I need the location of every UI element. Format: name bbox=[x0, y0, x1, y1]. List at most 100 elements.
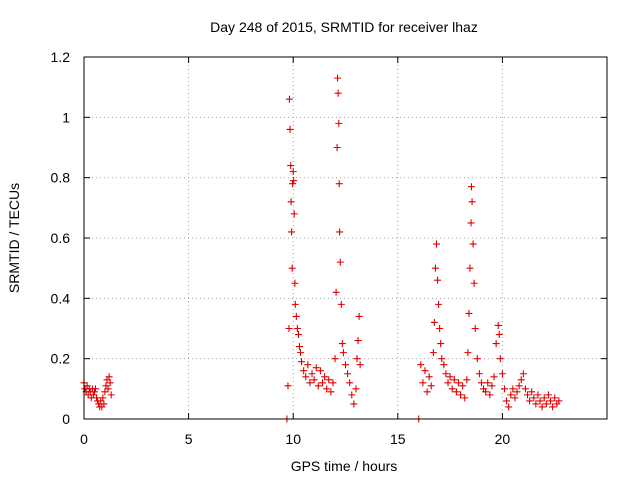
data-point bbox=[289, 168, 297, 176]
data-point bbox=[336, 258, 344, 266]
data-point bbox=[477, 379, 485, 387]
grid-lines bbox=[84, 57, 607, 419]
data-point bbox=[442, 370, 450, 378]
data-point bbox=[538, 403, 546, 411]
data-point bbox=[434, 276, 442, 284]
data-point bbox=[490, 373, 498, 381]
y-tick-label: 0 bbox=[62, 411, 70, 427]
data-point bbox=[291, 279, 299, 287]
data-point bbox=[342, 361, 349, 369]
data-point bbox=[496, 355, 504, 363]
data-point bbox=[304, 361, 312, 369]
data-point bbox=[438, 355, 446, 363]
data-point bbox=[310, 376, 318, 384]
data-point bbox=[521, 385, 529, 393]
data-point bbox=[290, 210, 298, 218]
data-point bbox=[484, 379, 492, 387]
x-tick-label: 15 bbox=[390, 431, 406, 447]
data-point bbox=[494, 321, 502, 329]
data-point bbox=[507, 391, 515, 399]
data-point bbox=[348, 391, 356, 399]
data-point bbox=[291, 300, 299, 308]
data-point bbox=[534, 391, 542, 399]
y-tick-label: 0.8 bbox=[51, 170, 71, 186]
data-point bbox=[542, 400, 550, 408]
data-point bbox=[90, 388, 98, 396]
data-point bbox=[335, 180, 343, 188]
data-point bbox=[100, 400, 108, 408]
data-point bbox=[450, 376, 458, 384]
data-point bbox=[444, 379, 452, 387]
data-point bbox=[337, 300, 345, 308]
data-point bbox=[524, 391, 532, 399]
data-point bbox=[471, 325, 479, 332]
data-point bbox=[459, 382, 467, 390]
data-point bbox=[344, 370, 352, 378]
data-point bbox=[339, 349, 347, 357]
data-point bbox=[312, 364, 320, 372]
chart-title: Day 248 of 2015, SRMTID for receiver lha… bbox=[210, 19, 478, 35]
data-point bbox=[498, 370, 506, 378]
data-point bbox=[89, 391, 97, 399]
data-point bbox=[417, 361, 425, 369]
data-point bbox=[288, 228, 296, 236]
data-point bbox=[488, 382, 496, 390]
data-point bbox=[440, 361, 448, 369]
data-point bbox=[421, 367, 429, 375]
data-point bbox=[466, 264, 474, 272]
data-point bbox=[495, 331, 503, 339]
data-point bbox=[549, 403, 557, 411]
data-point bbox=[427, 382, 435, 390]
data-point bbox=[323, 385, 331, 393]
data-point bbox=[321, 373, 329, 381]
data-point bbox=[350, 400, 358, 408]
data-point bbox=[452, 388, 460, 396]
data-point bbox=[454, 379, 462, 387]
data-point bbox=[286, 125, 294, 133]
data-point bbox=[430, 318, 438, 326]
x-tick-label: 0 bbox=[80, 431, 88, 447]
data-point bbox=[293, 325, 301, 332]
data-point bbox=[356, 361, 364, 369]
data-point bbox=[290, 177, 298, 185]
y-tick-label: 0.4 bbox=[51, 290, 71, 306]
data-point bbox=[107, 391, 115, 399]
data-point bbox=[334, 89, 342, 97]
data-point bbox=[446, 373, 454, 381]
data-point bbox=[526, 397, 534, 405]
data-point bbox=[419, 379, 427, 387]
data-point bbox=[515, 382, 523, 390]
data-point bbox=[314, 382, 322, 390]
data-point bbox=[429, 349, 437, 357]
data-point bbox=[352, 385, 360, 393]
data-point bbox=[503, 397, 511, 405]
data-point bbox=[530, 394, 538, 402]
data-point bbox=[467, 183, 475, 191]
data-point bbox=[287, 162, 295, 170]
data-point bbox=[492, 340, 500, 348]
data-point bbox=[470, 279, 478, 287]
data-point bbox=[335, 119, 343, 127]
data-point bbox=[338, 340, 346, 348]
data-point bbox=[435, 300, 443, 308]
data-point bbox=[431, 264, 439, 272]
y-tick-label: 0.2 bbox=[51, 351, 71, 367]
data-point bbox=[331, 355, 339, 363]
data-point bbox=[302, 373, 310, 381]
data-point bbox=[285, 95, 293, 103]
data-point bbox=[555, 397, 563, 405]
data-point bbox=[464, 349, 472, 357]
data-point bbox=[334, 74, 342, 82]
data-point bbox=[482, 388, 490, 396]
data-point bbox=[308, 370, 316, 378]
data-point bbox=[329, 379, 337, 387]
data-point bbox=[300, 367, 308, 375]
data-point bbox=[513, 388, 521, 396]
y-tick-label: 1 bbox=[62, 109, 70, 125]
data-point bbox=[353, 355, 361, 363]
y-tick-label: 0.6 bbox=[51, 230, 71, 246]
data-point bbox=[461, 394, 469, 402]
data-point bbox=[92, 385, 100, 393]
data-point bbox=[354, 337, 362, 345]
data-point bbox=[437, 340, 445, 348]
